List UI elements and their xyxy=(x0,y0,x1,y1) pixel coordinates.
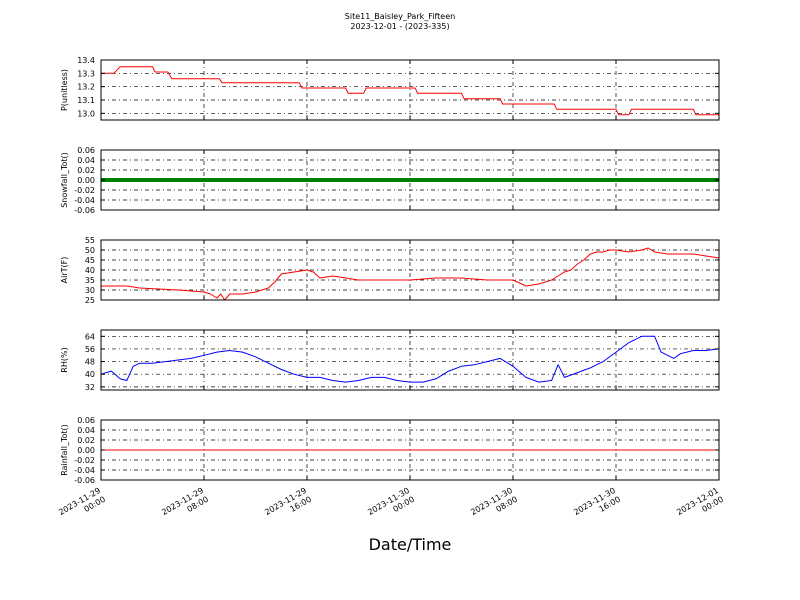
y-tick-label: 50 xyxy=(85,246,95,255)
x-tick-label: 2023-12-0100:00 xyxy=(675,486,725,526)
y-tick-label: 0.00 xyxy=(77,446,95,455)
y-tick-label: -0.02 xyxy=(74,456,95,465)
y-tick-label: 48 xyxy=(85,358,95,367)
y-tick-label: 32 xyxy=(85,383,95,392)
x-tick-label: 2023-11-3016:00 xyxy=(572,486,622,526)
y-tick-label: 30 xyxy=(85,286,95,295)
y-tick-label: 64 xyxy=(85,332,95,341)
y-tick-label: 45 xyxy=(85,256,95,265)
y-tick-label: 13.2 xyxy=(77,83,95,92)
y-axis-label: RH(%) xyxy=(60,347,69,372)
y-tick-label: 0.06 xyxy=(77,146,95,155)
y-tick-label: 0.04 xyxy=(77,156,95,165)
y-tick-label: 0.04 xyxy=(77,426,95,435)
y-tick-label: -0.04 xyxy=(74,466,95,475)
y-axis-label: AirT(F) xyxy=(60,257,69,284)
series-line-pressure xyxy=(101,66,719,116)
y-axis-label: Rainfall_Tot() xyxy=(60,424,69,476)
y-tick-label: 35 xyxy=(85,276,95,285)
y-tick-label: 40 xyxy=(85,266,95,275)
y-tick-label: 0.02 xyxy=(77,436,95,445)
y-tick-label: 56 xyxy=(85,345,95,354)
y-tick-label: -0.06 xyxy=(74,476,95,485)
figure-title: Site11_Baisley_Park_Fifteen xyxy=(345,12,455,21)
x-tick-label: 2023-11-2908:00 xyxy=(160,486,210,526)
y-tick-label: 13.4 xyxy=(77,56,95,65)
y-tick-label: -0.02 xyxy=(74,186,95,195)
y-axis-label: Snowfall_Tot() xyxy=(60,152,69,208)
series-line-air-temp xyxy=(101,247,720,301)
y-tick-label: 13.1 xyxy=(77,96,95,105)
y-tick-label: 13.0 xyxy=(77,109,95,118)
series-line-rh xyxy=(100,335,720,383)
y-tick-label: 40 xyxy=(85,370,95,379)
x-tick-label: 2023-11-3008:00 xyxy=(469,486,519,526)
y-axis-label: P(unitless) xyxy=(60,69,69,111)
x-axis-label: Date/Time xyxy=(369,535,452,554)
panel-rainfall: -0.06-0.04-0.020.000.020.040.06 Rainfall_… xyxy=(60,416,720,485)
panel-pressure: 13.0 13.1 13.2 13.3 13.4 P(unitless) xyxy=(60,56,720,121)
y-tick-label: 0.06 xyxy=(77,416,95,425)
y-tick-label: 0.02 xyxy=(77,166,95,175)
y-tick-label: 25 xyxy=(85,296,95,305)
y-tick-label: 13.3 xyxy=(77,69,95,78)
y-tick-label: 0.00 xyxy=(77,176,95,185)
panel-snowfall: -0.06-0.04-0.020.000.020.040.06 Snowfall_… xyxy=(60,146,720,215)
y-tick-label: -0.06 xyxy=(74,206,95,215)
y-tick-label: -0.04 xyxy=(74,196,95,205)
panel-rh: 32 40 48 56 64 RH(%) xyxy=(60,329,720,392)
x-tick-label: 2023-11-3000:00 xyxy=(366,486,416,526)
x-tick-label: 2023-11-2916:00 xyxy=(263,486,313,526)
panels: 13.013.113.213.313.4P(unitless)-0.06-0.0… xyxy=(60,56,720,485)
x-tick-label: 2023-11-2900:00 xyxy=(57,486,107,526)
x-tick-labels: 2023-11-2900:00 2023-11-2908:00 2023-11-29… xyxy=(57,486,725,526)
y-tick-label: 55 xyxy=(85,236,95,245)
figure-subtitle: 2023-12-01 - (2023-335) xyxy=(350,22,449,31)
